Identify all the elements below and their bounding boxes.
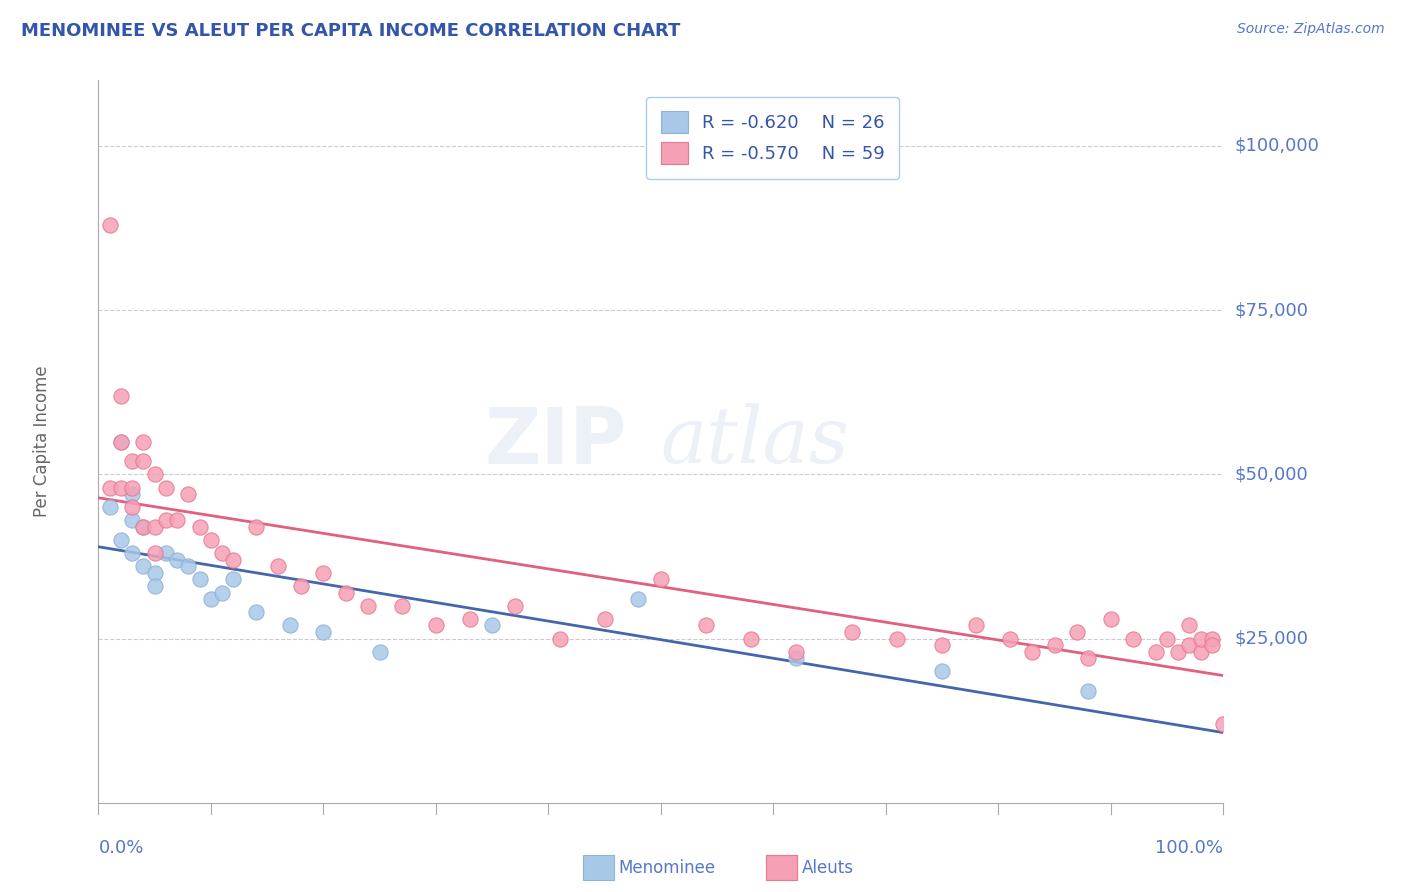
- Text: Per Capita Income: Per Capita Income: [34, 366, 51, 517]
- Point: [98, 500, 121, 515]
- Point: [200, 533, 222, 547]
- Text: Aleuts: Aleuts: [801, 859, 853, 877]
- Point: [1201, 638, 1223, 652]
- Point: [177, 559, 200, 574]
- Text: MENOMINEE VS ALEUT PER CAPITA INCOME CORRELATION CHART: MENOMINEE VS ALEUT PER CAPITA INCOME COR…: [21, 22, 681, 40]
- Point: [1077, 651, 1099, 665]
- Point: [1099, 612, 1122, 626]
- Point: [132, 520, 155, 534]
- Point: [211, 585, 233, 599]
- Point: [1077, 684, 1099, 698]
- Text: Source: ZipAtlas.com: Source: ZipAtlas.com: [1237, 22, 1385, 37]
- Point: [222, 553, 245, 567]
- Point: [110, 434, 132, 449]
- Point: [143, 467, 166, 482]
- Point: [458, 612, 481, 626]
- Point: [998, 632, 1021, 646]
- Point: [166, 513, 188, 527]
- Point: [211, 546, 233, 560]
- Point: [886, 632, 908, 646]
- Point: [245, 520, 267, 534]
- Point: [1144, 645, 1167, 659]
- Point: [785, 645, 807, 659]
- Point: [155, 481, 177, 495]
- Point: [785, 651, 807, 665]
- Point: [965, 618, 987, 632]
- Point: [110, 481, 132, 495]
- Point: [312, 625, 335, 640]
- Point: [132, 520, 155, 534]
- Point: [357, 599, 380, 613]
- Text: 100.0%: 100.0%: [1156, 838, 1223, 857]
- Point: [548, 632, 571, 646]
- Point: [110, 434, 132, 449]
- Legend: R = -0.620    N = 26, R = -0.570    N = 59: R = -0.620 N = 26, R = -0.570 N = 59: [647, 96, 900, 178]
- Point: [188, 573, 211, 587]
- Text: ZIP: ZIP: [485, 403, 627, 480]
- Text: $75,000: $75,000: [1234, 301, 1309, 319]
- Point: [110, 533, 132, 547]
- Point: [121, 487, 143, 501]
- Point: [368, 645, 391, 659]
- Point: [1189, 645, 1212, 659]
- Point: [155, 513, 177, 527]
- Point: [740, 632, 762, 646]
- Text: $100,000: $100,000: [1234, 137, 1319, 155]
- Point: [166, 553, 188, 567]
- Point: [1178, 638, 1201, 652]
- Point: [121, 546, 143, 560]
- Point: [98, 218, 121, 232]
- Text: Menominee: Menominee: [619, 859, 716, 877]
- Point: [155, 546, 177, 560]
- Point: [1021, 645, 1043, 659]
- Point: [188, 520, 211, 534]
- Point: [1178, 618, 1201, 632]
- Point: [143, 566, 166, 580]
- Point: [1043, 638, 1066, 652]
- Point: [1167, 645, 1189, 659]
- Point: [143, 579, 166, 593]
- Point: [121, 481, 143, 495]
- Point: [121, 500, 143, 515]
- Point: [335, 585, 357, 599]
- Point: [245, 605, 267, 619]
- Point: [132, 454, 155, 468]
- Point: [121, 454, 143, 468]
- Point: [425, 618, 447, 632]
- Point: [290, 579, 312, 593]
- Point: [593, 612, 616, 626]
- Point: [143, 546, 166, 560]
- Point: [98, 481, 121, 495]
- Point: [312, 566, 335, 580]
- Point: [695, 618, 717, 632]
- Point: [177, 487, 200, 501]
- Point: [132, 434, 155, 449]
- Point: [132, 559, 155, 574]
- Point: [650, 573, 672, 587]
- Point: [143, 520, 166, 534]
- Point: [222, 573, 245, 587]
- Text: atlas: atlas: [661, 403, 849, 480]
- Point: [1189, 632, 1212, 646]
- Text: 0.0%: 0.0%: [98, 838, 143, 857]
- Point: [267, 559, 290, 574]
- Point: [1122, 632, 1144, 646]
- Point: [503, 599, 526, 613]
- Point: [1066, 625, 1088, 640]
- Point: [481, 618, 503, 632]
- Point: [121, 513, 143, 527]
- Point: [200, 592, 222, 607]
- Point: [1201, 632, 1223, 646]
- Text: $50,000: $50,000: [1234, 466, 1308, 483]
- Point: [931, 665, 953, 679]
- Point: [278, 618, 301, 632]
- Point: [391, 599, 413, 613]
- Point: [110, 388, 132, 402]
- Point: [1212, 717, 1234, 731]
- Point: [1156, 632, 1178, 646]
- Point: [931, 638, 953, 652]
- Point: [627, 592, 650, 607]
- Text: $25,000: $25,000: [1234, 630, 1309, 648]
- Point: [841, 625, 863, 640]
